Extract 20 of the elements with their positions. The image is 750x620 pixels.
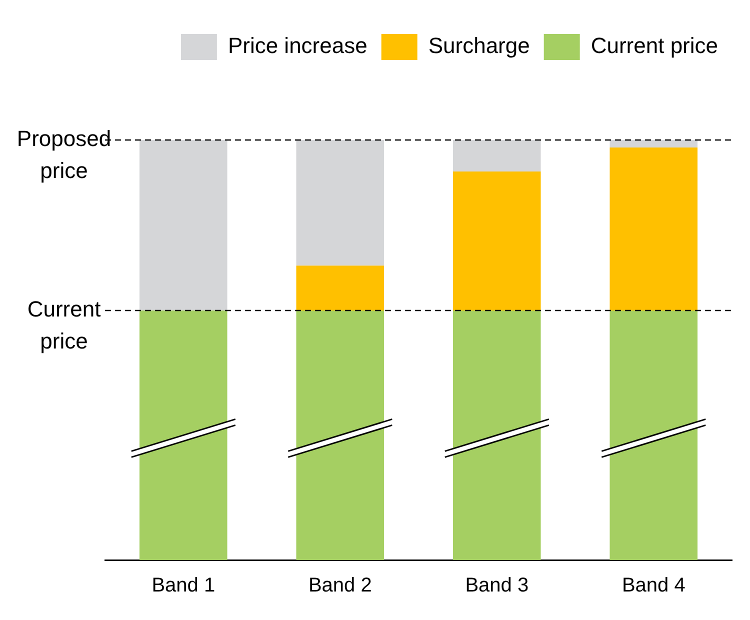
legend-label: Surcharge (428, 33, 530, 58)
bar (452, 140, 541, 172)
legend-label: Price increase (228, 33, 368, 58)
bar (452, 172, 541, 311)
bar (452, 310, 541, 560)
bar (139, 310, 228, 560)
bar (139, 140, 228, 311)
bar (296, 310, 384, 560)
bar (610, 148, 698, 311)
bar (296, 266, 384, 311)
x-tick-label: Band 2 (308, 574, 372, 597)
x-tick-label: Band 1 (152, 574, 216, 597)
x-tick-label: Band 4 (622, 574, 686, 597)
bar (610, 140, 698, 148)
bar (296, 140, 384, 266)
bar (610, 310, 698, 560)
legend-label: Current price (590, 33, 718, 58)
ref-line-label: Current price (27, 296, 101, 354)
x-tick-label: Band 3 (465, 574, 529, 597)
ref-line-label: Proposed price (16, 126, 112, 184)
